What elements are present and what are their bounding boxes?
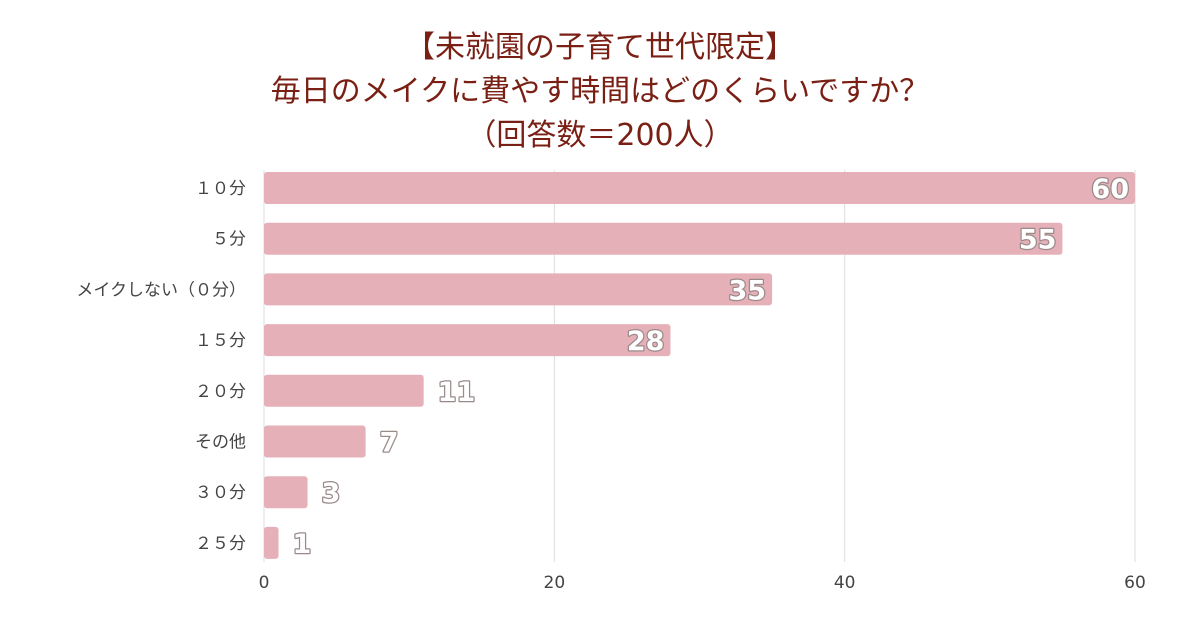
category-label: ２０分: [195, 382, 246, 402]
chart-title: 【未就園の子育て世代限定】 毎日のメイクに費やす時間はどのくらいですか？ （回答…: [0, 26, 1200, 158]
x-tick-label: 0: [259, 573, 270, 593]
bar-1: [264, 222, 1063, 255]
data-label: 35: [729, 275, 767, 306]
data-label: 7: [380, 428, 399, 459]
category-label: メイクしない（０分）: [76, 280, 246, 300]
category-label: ２５分: [195, 534, 246, 554]
data-label: 60: [1091, 174, 1129, 205]
category-label: １０分: [195, 179, 246, 199]
data-label: 3: [322, 478, 341, 509]
data-label: 55: [1019, 225, 1057, 256]
bar-5: [264, 425, 366, 458]
data-label: 28: [627, 326, 665, 357]
label-layer: 0 20 40 60 １０分 60 ５分 55 メイクしない（０分） 35 １５分 28 ２０分 11 その…: [76, 173, 1146, 593]
category-label: １５分: [195, 331, 246, 351]
category-label: ５分: [212, 230, 246, 250]
bar-7: [264, 526, 279, 559]
bar-3: [264, 324, 671, 357]
category-label: ３０分: [195, 483, 246, 503]
x-tick-label: 60: [1124, 573, 1146, 593]
bar-0: [264, 172, 1135, 204]
title-line-1: 【未就園の子育て世代限定】: [405, 30, 795, 65]
category-label: その他: [195, 433, 246, 453]
title-line-2: 毎日のメイクに費やす時間はどのくらいですか？: [270, 74, 930, 109]
title-line-3: （回答数＝200人）: [466, 118, 734, 153]
x-tick-label: 20: [544, 573, 566, 593]
bar-2: [264, 273, 773, 306]
bar-layer: [264, 172, 1135, 559]
data-label: 1: [293, 529, 312, 560]
x-tick-label: 40: [834, 573, 856, 593]
bar-4: [264, 374, 424, 407]
bar-6: [264, 476, 308, 509]
data-label: 11: [438, 377, 476, 408]
